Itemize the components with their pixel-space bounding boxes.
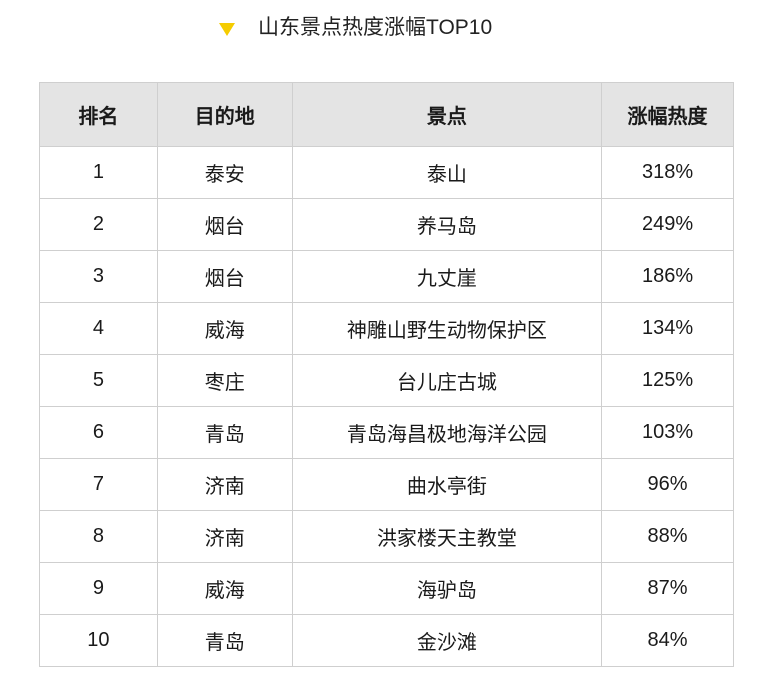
rank-cell: 7 <box>39 458 158 511</box>
destination-cell: 济南 <box>156 510 293 563</box>
table-header-row: 排名 目的地 景点 涨幅热度 <box>39 82 734 147</box>
table-row: 2 烟台 养马岛 249% <box>39 198 734 251</box>
table-row: 8 济南 洪家楼天主教堂 88% <box>39 510 734 563</box>
triangle-down-icon <box>219 23 235 36</box>
table-row: 1 泰安 泰山 318% <box>39 146 734 199</box>
rank-cell: 4 <box>39 302 158 355</box>
growth-cell: 318% <box>601 146 734 199</box>
attraction-cell: 九丈崖 <box>291 250 603 303</box>
rank-cell: 8 <box>39 510 158 563</box>
attraction-cell: 台儿庄古城 <box>291 354 603 407</box>
destination-cell: 烟台 <box>156 250 293 303</box>
growth-cell: 103% <box>601 406 734 459</box>
header-attraction: 景点 <box>291 82 603 147</box>
attraction-cell: 养马岛 <box>291 198 603 251</box>
destination-cell: 威海 <box>156 302 293 355</box>
rank-cell: 5 <box>39 354 158 407</box>
destination-cell: 烟台 <box>156 198 293 251</box>
table-row: 5 枣庄 台儿庄古城 125% <box>39 354 734 407</box>
table-row: 9 威海 海驴岛 87% <box>39 562 734 615</box>
destination-cell: 济南 <box>156 458 293 511</box>
destination-cell: 青岛 <box>156 406 293 459</box>
header-rank: 排名 <box>39 82 158 147</box>
page-title: 山东景点热度涨幅TOP10 <box>258 16 493 39</box>
growth-cell: 186% <box>601 250 734 303</box>
table-row: 4 威海 神雕山野生动物保护区 134% <box>39 302 734 355</box>
destination-cell: 威海 <box>156 562 293 615</box>
attraction-cell: 海驴岛 <box>291 562 603 615</box>
destination-cell: 枣庄 <box>156 354 293 407</box>
destination-cell: 泰安 <box>156 146 293 199</box>
title-bar: 山东景点热度涨幅TOP10 <box>0 12 773 44</box>
growth-cell: 84% <box>601 614 734 667</box>
growth-cell: 249% <box>601 198 734 251</box>
growth-cell: 87% <box>601 562 734 615</box>
attraction-cell: 曲水亭街 <box>291 458 603 511</box>
header-destination: 目的地 <box>156 82 293 147</box>
table-row: 7 济南 曲水亭街 96% <box>39 458 734 511</box>
rank-cell: 3 <box>39 250 158 303</box>
attraction-cell: 金沙滩 <box>291 614 603 667</box>
table-row: 10 青岛 金沙滩 84% <box>39 614 734 667</box>
rank-cell: 9 <box>39 562 158 615</box>
growth-cell: 134% <box>601 302 734 355</box>
table-row: 6 青岛 青岛海昌极地海洋公园 103% <box>39 406 734 459</box>
rank-cell: 1 <box>39 146 158 199</box>
header-growth: 涨幅热度 <box>601 82 734 147</box>
table-row: 3 烟台 九丈崖 186% <box>39 250 734 303</box>
rank-cell: 2 <box>39 198 158 251</box>
ranking-table: 排名 目的地 景点 涨幅热度 1 泰安 泰山 318% 2 烟台 养马岛 249% 3 烟台 九丈崖… <box>39 82 734 667</box>
attraction-cell: 泰山 <box>291 146 603 199</box>
growth-cell: 96% <box>601 458 734 511</box>
rank-cell: 10 <box>39 614 158 667</box>
growth-cell: 125% <box>601 354 734 407</box>
attraction-cell: 青岛海昌极地海洋公园 <box>291 406 603 459</box>
destination-cell: 青岛 <box>156 614 293 667</box>
rank-cell: 6 <box>39 406 158 459</box>
growth-cell: 88% <box>601 510 734 563</box>
attraction-cell: 洪家楼天主教堂 <box>291 510 603 563</box>
attraction-cell: 神雕山野生动物保护区 <box>291 302 603 355</box>
